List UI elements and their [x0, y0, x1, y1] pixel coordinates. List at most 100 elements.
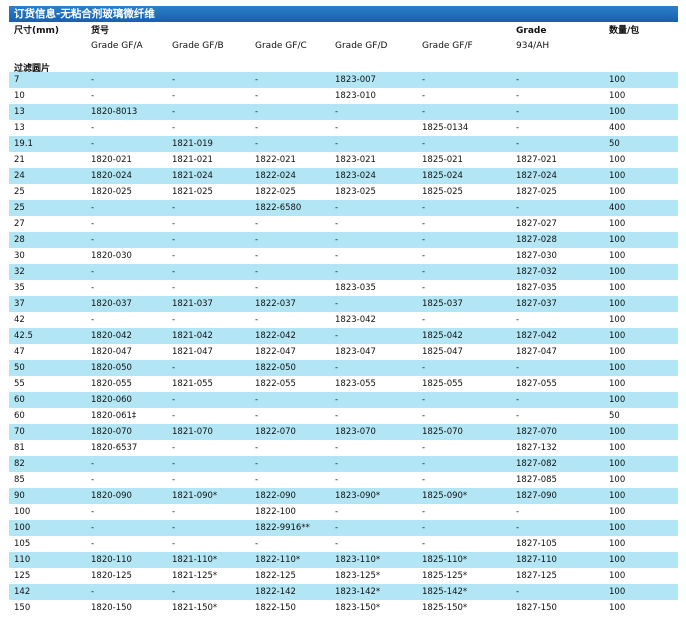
cell-qty: 100: [609, 603, 626, 613]
cell-qty: 100: [609, 459, 626, 469]
cell-gf-f: 1825-021: [422, 155, 463, 165]
cell-size: 13: [14, 123, 25, 133]
cell-gf-a: 1820-070: [91, 427, 132, 437]
cell-gf-f: -: [422, 139, 426, 149]
cell-gf-a: 1820-030: [91, 251, 132, 261]
cell-gf-f: -: [422, 235, 426, 245]
cell-qty: 100: [609, 331, 626, 341]
cell-gf-d: 1823-125*: [335, 571, 381, 581]
cell-gf-b: -: [172, 123, 176, 133]
cell-gf-c: -: [255, 539, 259, 549]
cell-qty: 100: [609, 219, 626, 229]
cell-qty: 100: [609, 379, 626, 389]
table-body: 7 - - - 1823-007 - - 100 10 - - - 1823-010 - - 100 13 182…: [9, 72, 678, 616]
cell-gf-b: -: [172, 251, 176, 261]
cell-gf-a: -: [91, 219, 95, 229]
cell-gf-d: -: [335, 139, 339, 149]
cell-gf-a: -: [91, 139, 95, 149]
cell-gf-b: -: [172, 91, 176, 101]
cell-gf-d: 1823-042: [335, 315, 376, 325]
cell-ah934: -: [516, 363, 520, 373]
header-qty: 数量/包: [609, 26, 640, 36]
cell-size: 60: [14, 411, 25, 421]
cell-qty: 100: [609, 315, 626, 325]
cell-gf-d: -: [335, 299, 339, 309]
table-row: 28 - - - - - 1827-028 100: [9, 232, 678, 248]
cell-gf-b: 1821-042: [172, 331, 213, 341]
cell-qty: 100: [609, 427, 626, 437]
cell-gf-a: 1820-042: [91, 331, 132, 341]
section-label: 过滤圆片: [14, 64, 51, 74]
cell-gf-f: 1825-047: [422, 347, 463, 357]
cell-size: 60: [14, 395, 25, 405]
cell-gf-a: -: [91, 587, 95, 597]
cell-gf-d: -: [335, 539, 339, 549]
cell-gf-a: 1820-047: [91, 347, 132, 357]
cell-gf-b: -: [172, 587, 176, 597]
cell-size: 82: [14, 459, 25, 469]
cell-gf-d: -: [335, 267, 339, 277]
cell-ah934: -: [516, 411, 520, 421]
cell-gf-f: -: [422, 363, 426, 373]
cell-gf-c: 1822-110*: [255, 555, 301, 565]
cell-size: 125: [14, 571, 31, 581]
table-row: 70 1820-070 1821-070 1822-070 1823-070 1825-0…: [9, 424, 678, 440]
cell-ah934: -: [516, 395, 520, 405]
cell-gf-c: -: [255, 139, 259, 149]
cell-ah934: 1827-037: [516, 299, 557, 309]
cell-size: 35: [14, 283, 25, 293]
cell-qty: 100: [609, 235, 626, 245]
table-title: 订货信息-无粘合剂玻璃微纤维: [9, 6, 678, 22]
cell-qty: 100: [609, 555, 626, 565]
cell-ah934: 1827-105: [516, 539, 557, 549]
table-row: 85 - - - - - 1827-085 100: [9, 472, 678, 488]
cell-qty: 100: [609, 523, 626, 533]
cell-gf-a: 1820-050: [91, 363, 132, 373]
cell-qty: 100: [609, 187, 626, 197]
cell-gf-c: 1822-090: [255, 491, 296, 501]
table-row: 150 1820-150 1821-150* 1822-150 1823-150* 182…: [9, 600, 678, 616]
cell-gf-b: -: [172, 267, 176, 277]
cell-gf-a: -: [91, 75, 95, 85]
cell-gf-d: 1823-010: [335, 91, 376, 101]
cell-size: 110: [14, 555, 31, 565]
cell-gf-a: 1820-125: [91, 571, 132, 581]
cell-gf-d: -: [335, 235, 339, 245]
cell-gf-f: -: [422, 411, 426, 421]
cell-gf-c: -: [255, 107, 259, 117]
cell-size: 25: [14, 187, 25, 197]
cell-gf-b: -: [172, 235, 176, 245]
cell-size: 50: [14, 363, 25, 373]
cell-gf-b: 1821-037: [172, 299, 213, 309]
cell-gf-c: 1822-042: [255, 331, 296, 341]
cell-gf-c: -: [255, 75, 259, 85]
cell-gf-f: 1825-142*: [422, 587, 468, 597]
cell-size: 32: [14, 267, 25, 277]
cell-ah934: -: [516, 123, 520, 133]
table-row: 47 1820-047 1821-047 1822-047 1823-047 1825-0…: [9, 344, 678, 360]
cell-gf-c: 1822-142: [255, 587, 296, 597]
cell-gf-b: 1821-125*: [172, 571, 218, 581]
cell-gf-c: -: [255, 219, 259, 229]
cell-gf-a: -: [91, 315, 95, 325]
cell-ah934: 1827-110: [516, 555, 557, 565]
cell-size: 70: [14, 427, 25, 437]
table-row: 10 - - - 1823-010 - - 100: [9, 88, 678, 104]
cell-gf-a: 1820-055: [91, 379, 132, 389]
cell-gf-f: -: [422, 283, 426, 293]
cell-gf-f: 1825-090*: [422, 491, 468, 501]
cell-size: 25: [14, 203, 25, 213]
cell-qty: 100: [609, 251, 626, 261]
cell-gf-a: -: [91, 523, 95, 533]
cell-gf-c: -: [255, 459, 259, 469]
cell-gf-c: 1822-037: [255, 299, 296, 309]
cell-gf-b: 1821-025: [172, 187, 213, 197]
cell-gf-c: 1822-025: [255, 187, 296, 197]
header-gf-f: Grade GF/F: [422, 41, 473, 51]
cell-gf-b: -: [172, 411, 176, 421]
cell-gf-a: 1820-110: [91, 555, 132, 565]
cell-gf-b: -: [172, 75, 176, 85]
cell-qty: 100: [609, 443, 626, 453]
header-gf-b: Grade GF/B: [172, 41, 224, 51]
cell-gf-f: 1825-110*: [422, 555, 468, 565]
